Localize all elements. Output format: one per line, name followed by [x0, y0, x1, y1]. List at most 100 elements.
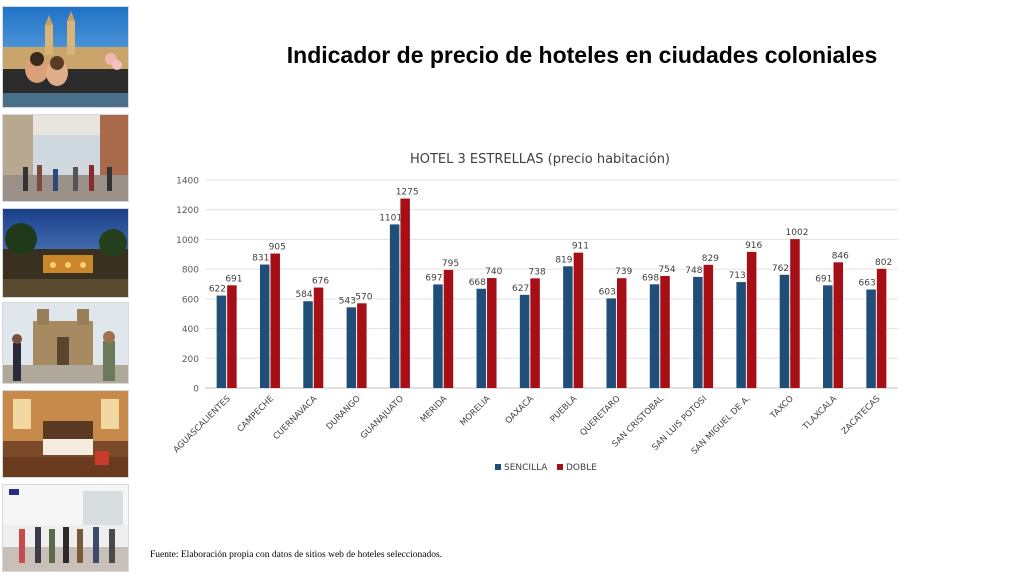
data-label: 627: [512, 284, 529, 294]
x-tick-label: TLAXCALA: [801, 394, 840, 433]
data-label: 831: [252, 254, 269, 264]
y-axis-ticks: 0 200 400 600 800 1000 1200 1400: [176, 177, 199, 395]
data-label: 713: [729, 271, 746, 281]
data-label: 748: [685, 266, 702, 276]
data-label: 916: [745, 241, 762, 251]
bar-sencilla-0: [216, 295, 227, 388]
bar-doble-4: [400, 198, 410, 388]
x-tick-label: CAMPECHE: [236, 394, 277, 435]
y-tick-label: 0: [193, 385, 199, 395]
data-label: 698: [642, 273, 659, 283]
bar-doble-14: [833, 262, 844, 388]
x-tick-label: MORELIA: [458, 394, 492, 428]
bar-doble-8: [573, 252, 584, 388]
y-tick-label: 1400: [176, 177, 199, 187]
x-tick-label: ZACATECAS: [840, 394, 883, 437]
bar-sencilla-8: [563, 266, 573, 388]
bar-doble-5: [443, 269, 454, 388]
y-tick-label: 800: [182, 266, 199, 276]
slide-title: Indicador de precio de hoteles en ciudad…: [286, 42, 878, 68]
bar-sencilla-3: [346, 307, 357, 388]
bar-doble-6: [487, 278, 497, 388]
photo-hotel-garden: [2, 208, 129, 298]
bar-doble-9: [616, 278, 627, 388]
data-label: 603: [599, 287, 616, 297]
photo-rooftop-pool: [2, 6, 129, 108]
data-label: 911: [572, 242, 589, 252]
bar-sencilla-6: [476, 288, 487, 388]
y-tick-label: 400: [182, 325, 199, 335]
bar-sencilla-2: [303, 301, 313, 388]
bars: [216, 198, 887, 388]
x-tick-label: MERIDA: [419, 394, 450, 425]
bar-sencilla-9: [606, 298, 616, 388]
x-tick-label: PUEBLA: [549, 394, 580, 425]
bar-sencilla-5: [433, 284, 443, 388]
y-tick-label: 600: [182, 295, 199, 305]
x-tick-label: AGUASCALIENTES: [172, 394, 233, 455]
y-tick-label: 200: [182, 355, 199, 365]
data-label: 543: [339, 296, 356, 306]
data-label: 570: [355, 292, 372, 302]
bar-doble-3: [357, 303, 367, 388]
x-tick-label: QUERETARO: [578, 394, 622, 438]
photo-strip: [0, 4, 132, 572]
bar-doble-13: [790, 239, 800, 388]
x-tick-label: DURANGO: [325, 394, 363, 432]
photo-colonial-street: [2, 114, 129, 202]
data-label: 795: [442, 259, 459, 269]
chart-legend: SENCILLA DOBLE: [495, 463, 597, 473]
data-label: 697: [425, 273, 442, 283]
data-label: 676: [312, 277, 329, 287]
data-label: 738: [529, 267, 546, 277]
price-bar-chart: HOTEL 3 ESTRELLAS (precio habitación) 0 2…: [150, 140, 930, 490]
legend-swatch-sencilla: [495, 464, 501, 470]
bar-sencilla-1: [259, 264, 270, 388]
bar-doble-2: [313, 287, 324, 388]
bar-sencilla-7: [519, 294, 530, 388]
data-label: 846: [832, 251, 849, 261]
x-tick-label: GUANAJUATO: [359, 394, 406, 441]
data-label: 1275: [396, 188, 419, 198]
bar-doble-12: [746, 251, 757, 388]
bar-doble-11: [703, 264, 714, 388]
bar-sencilla-10: [649, 284, 660, 388]
data-label: 802: [875, 258, 892, 268]
bar-doble-7: [530, 278, 540, 388]
data-label: 584: [295, 290, 312, 300]
bar-sencilla-11: [693, 276, 703, 388]
bar-doble-1: [270, 253, 280, 388]
data-label: 1002: [786, 228, 809, 238]
data-label: 819: [555, 255, 572, 265]
x-tick-label: TAXCO: [768, 394, 796, 422]
photo-hotel-room: [2, 390, 129, 478]
bar-sencilla-12: [736, 282, 746, 388]
chart-title: HOTEL 3 ESTRELLAS (precio habitación): [410, 152, 670, 167]
bar-sencilla-13: [779, 274, 790, 388]
data-label: 905: [269, 243, 286, 253]
legend-label: SENCILLA: [504, 463, 548, 473]
data-label: 829: [702, 254, 719, 264]
data-label: 668: [469, 278, 486, 288]
data-label: 691: [815, 274, 832, 284]
y-tick-label: 1000: [176, 236, 199, 246]
bar-doble-10: [660, 275, 670, 388]
photo-church-tourists: [2, 302, 129, 384]
legend-swatch-doble: [557, 464, 563, 470]
data-label: 762: [772, 264, 789, 274]
data-label: 1101: [379, 213, 402, 223]
x-tick-label: CUERNAVACA: [271, 394, 319, 442]
data-label: 663: [859, 278, 876, 288]
data-label: 691: [225, 274, 242, 284]
bar-sencilla-14: [823, 285, 833, 388]
x-tick-label: OAXACA: [504, 394, 536, 426]
bar-doble-0: [227, 285, 237, 388]
data-label: 754: [658, 265, 675, 275]
data-label: 739: [615, 267, 632, 277]
bar-sencilla-4: [389, 224, 400, 388]
y-tick-label: 1200: [176, 206, 199, 216]
bar-sencilla-15: [866, 289, 876, 388]
source-note: Fuente: Elaboración propia con datos de …: [150, 550, 443, 560]
